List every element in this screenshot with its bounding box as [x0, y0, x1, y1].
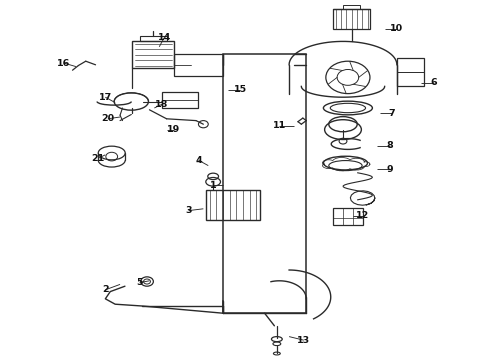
Text: 16: 16 — [57, 58, 71, 68]
Text: 19: 19 — [167, 125, 181, 134]
Text: 15: 15 — [234, 85, 246, 94]
Bar — [162, 92, 198, 108]
Text: 21: 21 — [91, 154, 105, 163]
Text: 3: 3 — [185, 206, 192, 215]
Text: 14: 14 — [157, 33, 171, 42]
Text: 6: 6 — [430, 78, 437, 87]
Text: 1: 1 — [210, 181, 217, 190]
Text: 11: 11 — [272, 122, 286, 130]
Bar — [206, 190, 260, 220]
Text: 5: 5 — [136, 278, 143, 287]
Text: 4: 4 — [195, 156, 202, 165]
Text: 2: 2 — [102, 285, 109, 294]
Text: 17: 17 — [98, 93, 112, 102]
Text: 12: 12 — [356, 211, 369, 220]
Text: 7: 7 — [389, 109, 395, 118]
Bar — [140, 36, 167, 41]
Text: 13: 13 — [297, 336, 310, 345]
Bar — [132, 41, 174, 68]
Bar — [397, 58, 424, 86]
Bar — [343, 5, 360, 9]
Text: 20: 20 — [101, 114, 114, 123]
Text: 8: 8 — [386, 141, 393, 150]
Bar — [333, 208, 363, 225]
Bar — [174, 54, 223, 76]
Bar — [333, 9, 370, 29]
Text: 9: 9 — [386, 165, 393, 174]
Text: 18: 18 — [155, 100, 169, 109]
Text: 10: 10 — [391, 24, 403, 33]
Bar — [223, 54, 306, 313]
